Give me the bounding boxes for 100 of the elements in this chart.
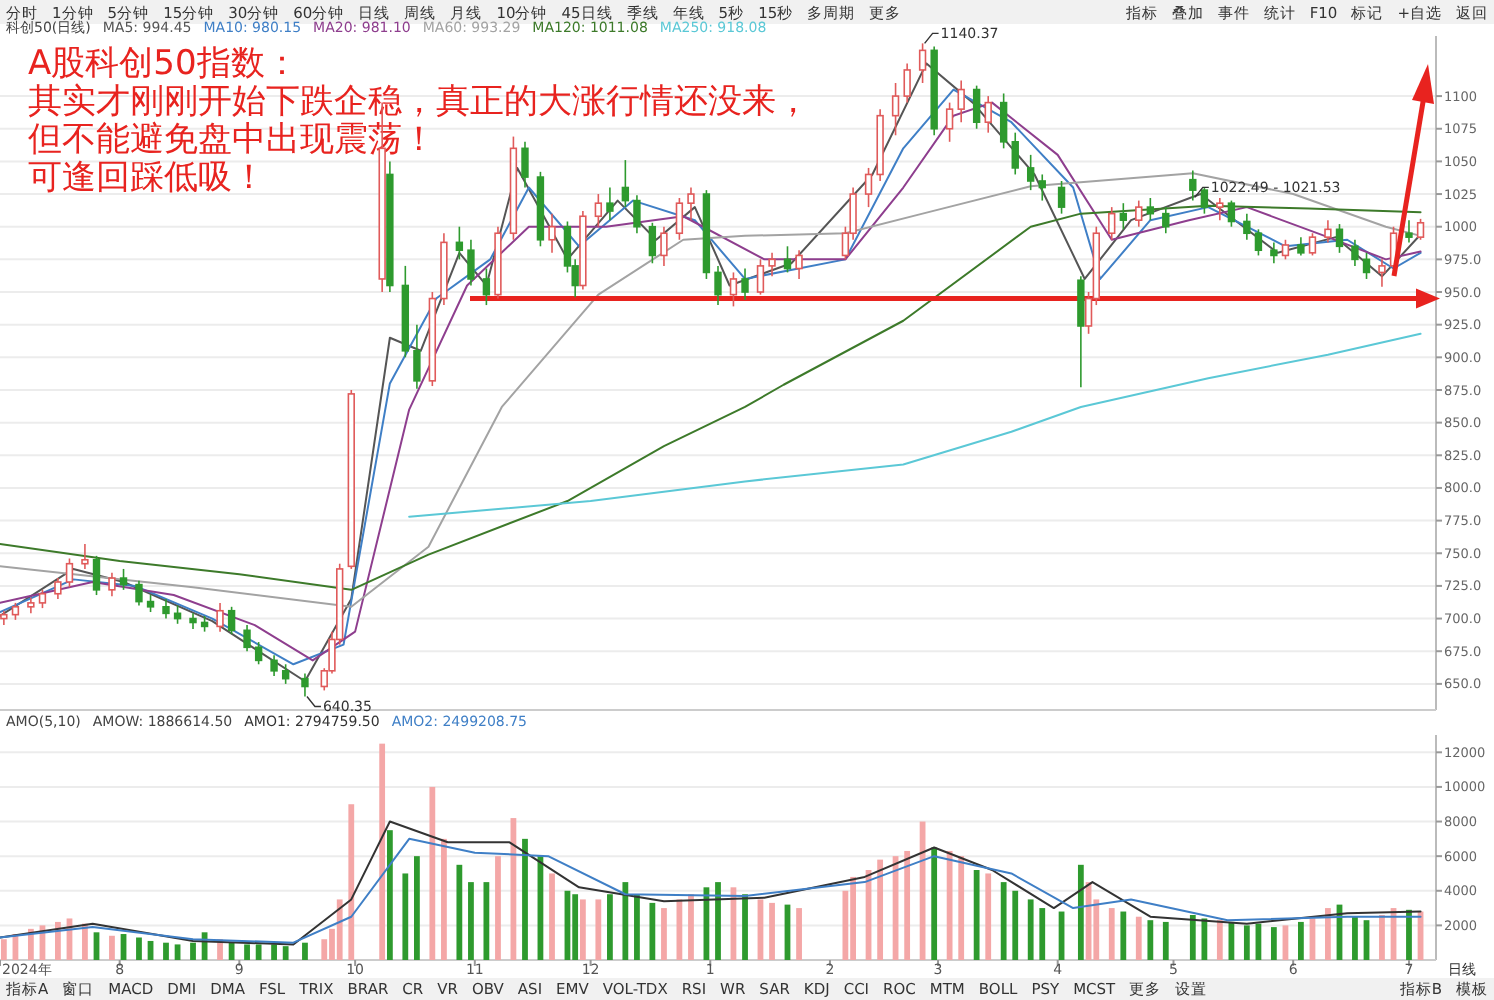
candlestick — [1146, 197, 1155, 221]
bar — [688, 894, 694, 960]
candlestick — [1077, 275, 1085, 389]
candlestick — [467, 238, 475, 287]
candlestick — [1162, 206, 1170, 235]
bar — [1298, 921, 1304, 960]
bar — [1027, 899, 1034, 960]
candlestick — [38, 589, 47, 609]
bar — [1135, 916, 1142, 960]
bar — [661, 908, 667, 960]
candlestick — [1011, 131, 1019, 176]
candlestick — [65, 557, 74, 589]
candlestick — [1227, 199, 1236, 228]
bar — [1077, 864, 1084, 960]
bar — [595, 899, 602, 960]
candlestick — [687, 186, 695, 221]
candlestick — [621, 159, 630, 208]
line-series — [408, 332, 1422, 518]
candlestick — [1297, 236, 1305, 257]
bar — [483, 882, 490, 960]
annotation: 其实才刚刚开始下跌企稳，真正的大涨行情还没来， — [28, 82, 810, 122]
candlestick — [1405, 219, 1413, 244]
candlestick — [891, 82, 900, 137]
bar — [109, 935, 115, 960]
bar — [1162, 921, 1169, 960]
bar — [27, 928, 34, 960]
candlestick — [108, 572, 116, 598]
candlestick — [92, 555, 101, 596]
candlestick — [1308, 232, 1317, 257]
bar — [649, 902, 656, 960]
candlestick — [521, 141, 529, 189]
bar — [379, 743, 386, 960]
bar — [985, 873, 992, 960]
candlestick — [675, 197, 684, 241]
candlestick — [1362, 252, 1371, 280]
bar — [0, 939, 7, 960]
candlestick — [903, 62, 911, 104]
bar — [1000, 882, 1007, 960]
bar — [1012, 890, 1019, 960]
bar — [904, 850, 911, 960]
bar — [522, 838, 528, 960]
candlestick — [918, 42, 927, 84]
bar — [441, 838, 447, 960]
candlestick — [81, 543, 89, 570]
candlestick — [1243, 212, 1251, 241]
bar — [1108, 908, 1115, 960]
bar — [1352, 916, 1358, 960]
bar — [348, 804, 355, 960]
candlestick — [1216, 197, 1224, 221]
bar — [271, 944, 277, 960]
candlestick — [648, 221, 657, 265]
candlestick — [1189, 169, 1197, 202]
candlestick — [972, 84, 981, 130]
line-series — [0, 837, 1422, 944]
candlestick — [606, 186, 614, 221]
bar — [742, 894, 748, 960]
candlestick — [999, 92, 1008, 150]
candlestick — [957, 79, 965, 124]
candlestick — [633, 194, 641, 235]
candlestick — [1038, 173, 1046, 202]
bar — [163, 942, 169, 960]
candlestick — [270, 654, 278, 677]
candlestick — [54, 577, 62, 600]
candlestick — [1108, 206, 1116, 241]
candlestick — [864, 167, 873, 208]
candlestick — [281, 663, 290, 685]
candlestick — [594, 193, 603, 228]
bar — [255, 944, 262, 960]
bar — [607, 894, 613, 960]
candlestick — [984, 95, 992, 134]
candlestick — [135, 579, 143, 607]
candlestick — [243, 624, 251, 653]
bar — [402, 873, 409, 960]
bar — [580, 899, 586, 960]
bar — [429, 786, 436, 960]
bar — [1189, 915, 1196, 960]
candlestick — [1324, 219, 1332, 244]
bar — [1243, 925, 1250, 960]
bar — [190, 942, 196, 960]
candlestick — [301, 672, 309, 698]
bar — [136, 937, 142, 960]
bar — [1147, 920, 1154, 960]
bar — [244, 944, 250, 960]
candlestick — [482, 267, 491, 306]
bar — [414, 856, 420, 960]
bar — [572, 894, 579, 960]
bar — [549, 873, 555, 960]
candlestick — [1026, 154, 1035, 191]
bar — [302, 942, 308, 960]
bar — [958, 856, 965, 960]
candlestick — [945, 101, 954, 143]
bar — [946, 850, 953, 960]
candlestick — [1281, 238, 1290, 261]
candlestick — [1200, 186, 1209, 215]
bar — [715, 882, 721, 960]
candlestick — [783, 245, 792, 274]
bar — [634, 894, 640, 960]
bar — [1120, 911, 1127, 960]
candlestick — [1119, 202, 1128, 231]
candlestick — [768, 252, 776, 278]
